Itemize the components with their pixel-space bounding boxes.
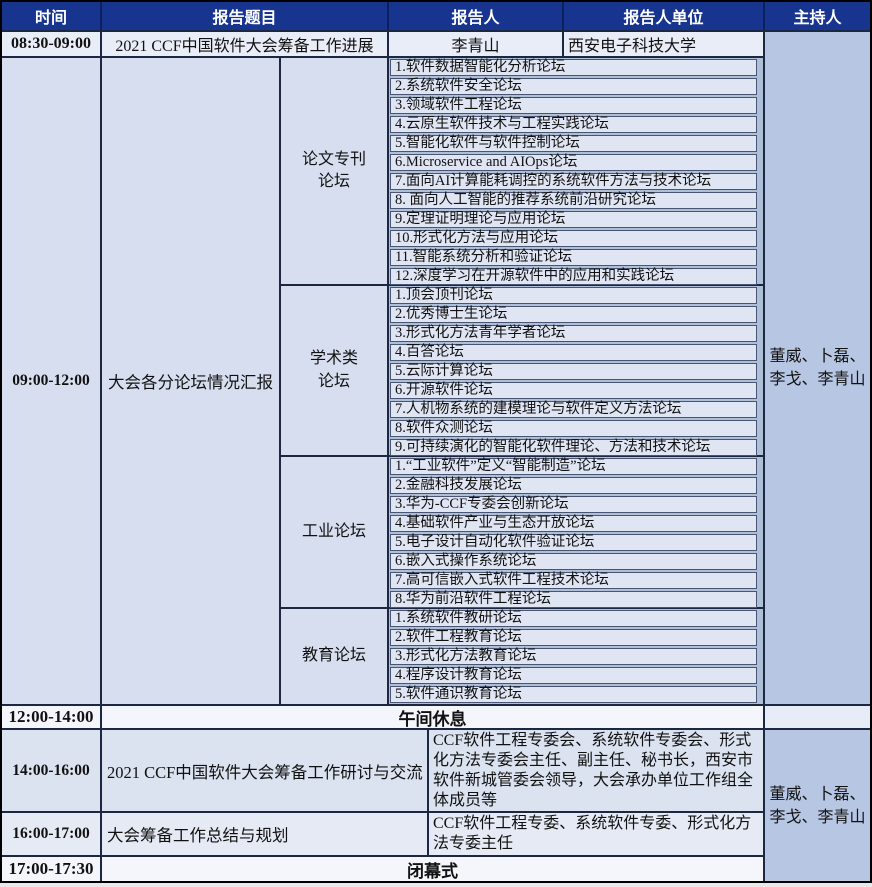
forum-item-list: 1.“工业软件”定义“智能制造”论坛 2.金融科技发展论坛 3.华为-CCF专委会创… [389, 457, 763, 608]
summary-title: 大会筹备工作总结与规划 [102, 813, 429, 855]
morning-block-left: 08:30-09:00 2021 CCF中国软件大会筹备工作进展 李青山 西安电… [2, 32, 765, 704]
group-education-forums: 教育论坛 1.系统软件教研论坛 2.软件工程教育论坛 3.形式化方法教育论坛 4.程序… [281, 609, 763, 704]
table-header-row: 时间 报告题目 报告人 报告人单位 主持人 [2, 2, 870, 32]
discussion-title: 2021 CCF中国软件大会筹备工作研讨与交流 [102, 730, 429, 811]
row-discussion: 14:00-16:00 2021 CCF中国软件大会筹备工作研讨与交流 CCF软… [2, 730, 763, 813]
header-cell-speaker: 报告人 [389, 2, 564, 30]
forum-item-list: 1.顶会顶刊论坛 2.优秀博士生论坛 3.形式化方法青年学者论坛 4.百答论坛 5.云际… [389, 286, 763, 456]
group-name-education: 教育论坛 [281, 609, 389, 704]
forum-item: 4.云原生软件技术与工程实践论坛 [390, 116, 757, 133]
morning-block: 08:30-09:00 2021 CCF中国软件大会筹备工作进展 李青山 西安电… [2, 32, 870, 706]
forum-item: 6.嵌入式操作系统论坛 [390, 553, 757, 570]
forum-item-list: 1.系统软件教研论坛 2.软件工程教育论坛 3.形式化方法教育论坛 4.程序设计教育论… [389, 609, 763, 704]
forum-item: 9.定理证明理论与应用论坛 [390, 211, 757, 228]
header-cell-title: 报告题目 [102, 2, 389, 30]
forum-item: 5.智能化软件与软件控制论坛 [390, 135, 757, 152]
forum-item: 5.云际计算论坛 [390, 363, 757, 380]
lunch-time: 12:00-14:00 [2, 706, 102, 728]
header-cell-org: 报告人单位 [564, 2, 765, 30]
forum-item: 7.高可信嵌入式软件工程技术论坛 [390, 572, 757, 589]
forum-item: 2.系统软件安全论坛 [390, 78, 757, 95]
afternoon-host-cell: 董威、卜磊、 李戈、李青山 [765, 730, 870, 881]
forum-item: 2.优秀博士生论坛 [390, 306, 757, 323]
header-cell-time: 时间 [2, 2, 102, 30]
group-industry-forums: 工业论坛 1.“工业软件”定义“智能制造”论坛 2.金融科技发展论坛 3.华为-CC… [281, 457, 763, 609]
forum-item: 12.深度学习在开源软件中的应用和实践论坛 [390, 268, 757, 285]
session-time: 09:00-12:00 [2, 58, 102, 704]
forum-item: 8.华为前沿软件工程论坛 [390, 591, 757, 608]
forum-item: 3.形式化方法青年学者论坛 [390, 325, 757, 342]
forum-item: 9.可持续演化的智能化软件理论、方法和技术论坛 [390, 439, 757, 456]
group-paper-forums: 论文专刊 论坛 1.软件数据智能化分析论坛 2.系统软件安全论坛 3.领域软件工程论… [281, 58, 763, 286]
row-closing-ceremony: 17:00-17:30 闭幕式 [2, 857, 763, 881]
forum-item: 6.开源软件论坛 [390, 382, 757, 399]
forum-item: 3.领域软件工程论坛 [390, 97, 757, 114]
forum-item: 10.形式化方法与应用论坛 [390, 230, 757, 247]
forum-item: 8.软件众测论坛 [390, 420, 757, 437]
lunch-host-cell-empty [765, 706, 870, 728]
group-name-industry: 工业论坛 [281, 457, 389, 607]
forum-item: 1.软件数据智能化分析论坛 [390, 59, 757, 76]
forum-groups: 论文专刊 论坛 1.软件数据智能化分析论坛 2.系统软件安全论坛 3.领域软件工程论… [281, 58, 763, 704]
row-lunch-break: 12:00-14:00 午间休息 [2, 706, 870, 730]
lunch-label: 午间休息 [102, 706, 765, 728]
discussion-time: 14:00-16:00 [2, 730, 102, 811]
opening-title: 2021 CCF中国软件大会筹备工作进展 [102, 32, 389, 56]
row-session-report: 09:00-12:00 大会各分论坛情况汇报 论文专刊 论坛 1.软件数据智能化… [2, 58, 763, 704]
header-cell-host: 主持人 [793, 10, 842, 27]
group-academic-forums: 学术类 论坛 1.顶会顶刊论坛 2.优秀博士生论坛 3.形式化方法青年学者论坛 4.百… [281, 286, 763, 457]
afternoon-block-left: 14:00-16:00 2021 CCF中国软件大会筹备工作研讨与交流 CCF软… [2, 730, 765, 881]
forum-item: 1.“工业软件”定义“智能制造”论坛 [390, 458, 757, 475]
forum-item: 7.面向AI计算能耗调控的系统软件方法与技术论坛 [390, 173, 757, 190]
forum-item: 5.电子设计自动化软件验证论坛 [390, 534, 757, 551]
opening-speaker: 李青山 [389, 32, 564, 56]
opening-time: 08:30-09:00 [2, 32, 102, 56]
forum-item: 1.系统软件教研论坛 [390, 610, 757, 627]
forum-item: 4.百答论坛 [390, 344, 757, 361]
discussion-attendees: CCF软件工程专委会、系统软件专委会、形式化方法专委会主任、副主任、秘书长，西安… [433, 731, 754, 809]
forum-item: 8. 面向人工智能的推荐系统前沿研究论坛 [390, 192, 757, 209]
row-summary: 16:00-17:00 大会筹备工作总结与规划 CCF软件工程专委、系统软件专委… [2, 813, 763, 857]
forum-item-list: 1.软件数据智能化分析论坛 2.系统软件安全论坛 3.领域软件工程论坛 4.云原生软件… [389, 58, 763, 285]
forum-item: 6.Microservice and AIOps论坛 [390, 154, 757, 171]
forum-item: 3.形式化方法教育论坛 [390, 648, 757, 665]
summary-attendees: CCF软件工程专委、系统软件专委、形式化方法专委主任 [433, 815, 752, 852]
opening-org: 西安电子科技大学 [568, 38, 697, 55]
closing-label: 闭幕式 [407, 861, 458, 881]
summary-time: 16:00-17:00 [2, 813, 102, 855]
forum-item: 4.基础软件产业与生态开放论坛 [390, 515, 757, 532]
closing-time: 17:00-17:30 [2, 857, 102, 881]
forum-item: 2.软件工程教育论坛 [390, 629, 757, 646]
forum-item: 5.软件通识教育论坛 [390, 686, 757, 703]
forum-item: 1.顶会顶刊论坛 [390, 287, 757, 304]
forum-item: 7.人机物系统的建模理论与软件定义方法论坛 [390, 401, 757, 418]
afternoon-block: 14:00-16:00 2021 CCF中国软件大会筹备工作研讨与交流 CCF软… [2, 730, 870, 881]
forum-item: 11.智能系统分析和验证论坛 [390, 249, 757, 266]
morning-host-cell: 董威、卜磊、 李戈、李青山 [765, 32, 870, 704]
group-name-paper: 论文专刊 论坛 [281, 58, 389, 284]
row-opening-report: 08:30-09:00 2021 CCF中国软件大会筹备工作进展 李青山 西安电… [2, 32, 763, 58]
session-title: 大会各分论坛情况汇报 [102, 58, 281, 704]
group-name-academic: 学术类 论坛 [281, 286, 389, 455]
forum-item: 3.华为-CCF专委会创新论坛 [390, 496, 757, 513]
forum-item: 2.金融科技发展论坛 [390, 477, 757, 494]
forum-item: 4.程序设计教育论坛 [390, 667, 757, 684]
